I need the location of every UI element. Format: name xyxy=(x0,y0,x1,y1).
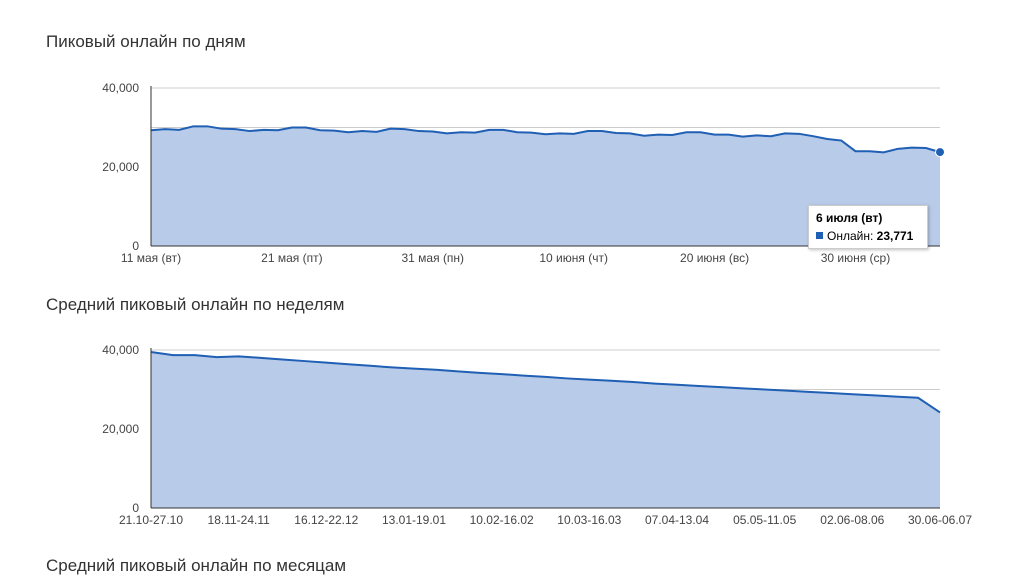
x-tick-label: 10.02-16.02 xyxy=(470,513,534,527)
weekly-average-chart[interactable]: 0 20,000 40,000 21.10-27.10 18.11-24.11 16.12… xyxy=(0,332,1035,532)
series-line xyxy=(150,350,941,414)
highlighted-point xyxy=(935,147,945,158)
tooltip-row: Онлайн: 23,771 xyxy=(816,229,920,243)
x-tick-label: 21.10-27.10 xyxy=(119,513,183,527)
weekly-average-title: Средний пиковый онлайн по неделям xyxy=(46,295,345,314)
tooltip-value: 23,771 xyxy=(876,229,914,243)
x-tick-label: 30.06-06.07 xyxy=(908,513,972,527)
y-tick-label: 40,000 xyxy=(102,81,139,95)
y-tick-label: 0 xyxy=(132,501,139,515)
tooltip-series-label: Онлайн: xyxy=(827,229,874,243)
daily-peak-title: Пиковый онлайн по дням xyxy=(46,32,246,51)
x-tick-label: 18.11-24.11 xyxy=(208,513,271,527)
daily-peak-chart[interactable]: 0 20,000 40,000 11 мая (вт) 21 мая (пт) 31 ма… xyxy=(0,70,1035,270)
series-swatch-icon xyxy=(816,232,823,239)
x-tick-label: 05.05-11.05 xyxy=(733,513,796,527)
x-tick-label: 10.03-16.03 xyxy=(557,513,621,527)
y-tick-label: 20,000 xyxy=(102,160,139,174)
x-tick-label: 20 июня (вс) xyxy=(680,251,749,265)
area-fill xyxy=(151,126,940,246)
y-tick-label: 0 xyxy=(132,239,139,253)
x-tick-label: 31 мая (пн) xyxy=(402,251,465,265)
x-tick-label: 02.06-08.06 xyxy=(820,513,884,527)
x-tick-label: 07.04-13.04 xyxy=(645,513,709,527)
x-tick-label: 30 июня (ср) xyxy=(821,251,891,265)
tooltip-title: 6 июля (вт) xyxy=(816,211,883,225)
monthly-average-title: Средний пиковый онлайн по месяцам xyxy=(46,556,347,575)
x-tick-label: 13.01-19.01 xyxy=(382,513,446,527)
x-tick-label: 21 мая (пт) xyxy=(261,251,322,265)
area-fill xyxy=(151,351,940,508)
y-tick-label: 40,000 xyxy=(102,343,139,357)
x-tick-label: 11 мая (вт) xyxy=(121,251,181,265)
x-tick-label: 10 июня (чт) xyxy=(539,251,608,265)
chart-tooltip: 6 июля (вт) Онлайн: 23,771 xyxy=(808,205,928,249)
series-line xyxy=(150,125,941,154)
x-tick-label: 16.12-22.12 xyxy=(294,513,358,527)
y-tick-label: 20,000 xyxy=(102,422,139,436)
